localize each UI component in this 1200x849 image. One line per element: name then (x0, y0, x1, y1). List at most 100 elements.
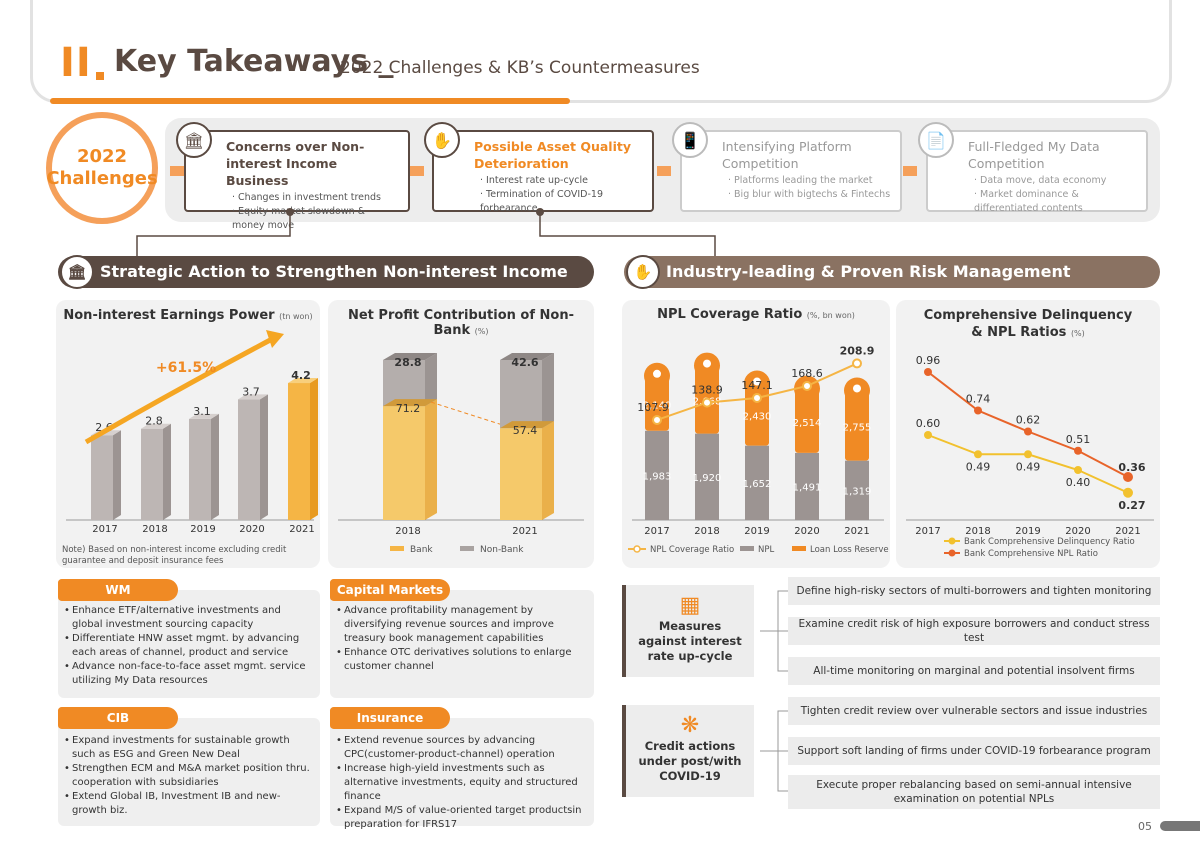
x-tick-label: 2018 (965, 526, 990, 537)
bar-side (310, 378, 318, 520)
bar-side (211, 413, 219, 520)
line-point (924, 368, 932, 376)
bar-label: 1,920 (693, 473, 722, 484)
x-tick-label: 2020 (239, 524, 264, 535)
x-tick-label: 2021 (844, 526, 869, 537)
bar-label: 1,652 (743, 479, 772, 490)
point-label: 168.6 (791, 367, 823, 380)
challenge-title: Possible Asset Quality Deterioration (474, 139, 631, 171)
challenge-connector (903, 166, 917, 176)
risk-item: Support soft landing of firms under COVI… (788, 737, 1160, 765)
line-point (1074, 446, 1082, 455)
bar-label: 2,140 (643, 400, 672, 411)
bar-label: 57.4 (513, 424, 538, 437)
insurance-box: Extend revenue sources by advancing CPC(… (330, 718, 594, 830)
header-underline (50, 98, 570, 104)
challenge-card: 🏛 Concerns over Non-interest Income Busi… (176, 122, 410, 231)
point-label: 0.96 (916, 354, 941, 367)
bar-llr (845, 392, 869, 461)
line-point (1074, 466, 1082, 474)
header-frame (30, 0, 1172, 103)
risk-item: All-time monitoring on marginal and pote… (788, 657, 1160, 685)
bar-bank (383, 406, 425, 520)
bar-side (260, 394, 268, 520)
bar-split (500, 421, 554, 429)
wm-bullet: Enhance ETF/alternative investments and … (64, 604, 312, 632)
challenges-badge: 2022 Challenges (46, 112, 158, 224)
legend-label: Non-Bank (480, 545, 524, 555)
bar-cap-dot (753, 377, 761, 386)
risk-item: Tighten credit review over vulnerable se… (788, 697, 1160, 725)
challenge-card: ✋ Possible Asset Quality Deterioration ·… (424, 122, 654, 214)
x-tick-label: 2020 (1065, 526, 1090, 537)
chart-title: Net Profit Contribution of Non-Bank (%) (347, 308, 574, 338)
cib-bullet: Extend Global IB, Investment IB and new-… (64, 790, 312, 818)
challenge-title: Concerns over Non-interest Income Busine… (226, 139, 365, 188)
x-tick-label: 2018 (142, 524, 167, 535)
chart-delinquency: 2017 2018 2019 2020 2021 0.60 0.49 0.49 0.40 0.27… (906, 354, 1154, 559)
point-label: 208.9 (840, 344, 875, 357)
legend-swatch (390, 546, 404, 551)
point-label: 0.60 (916, 417, 941, 430)
bar-bank-side (425, 399, 437, 520)
growth-arrow (84, 335, 276, 445)
wm-bullet: Differentiate HNW asset mgmt. by advanci… (64, 632, 312, 660)
bar-top (189, 413, 219, 419)
trend-line (430, 401, 501, 425)
point-label: 0.74 (966, 393, 991, 406)
measure-title: Credit actions under post/with COVID-19 (638, 739, 742, 783)
bank-icon: 🏛 (176, 122, 212, 158)
legend-label: NPL Coverage Ratio (650, 545, 734, 555)
challenge-bullet: · Market dominance & differentiated cont… (974, 189, 1083, 214)
line-point (702, 397, 712, 408)
cib-box: Expand investments for sustainable growt… (58, 718, 320, 826)
legend-label: Bank (410, 545, 433, 555)
virus-icon: ❋ (680, 713, 700, 738)
legend-swatch (633, 545, 641, 553)
cib-bullet: Strengthen ECM and M&A market position t… (64, 762, 312, 790)
bar-side (163, 423, 171, 520)
phone-hand-icon: 📱 (672, 122, 708, 158)
bar-cap-dot (703, 359, 711, 368)
point-label: 0.51 (1066, 433, 1091, 446)
point-label: 0.49 (966, 460, 991, 473)
measure-title: Measures against interest rate up-cycle (638, 619, 742, 663)
bar-label: 3.7 (242, 385, 260, 398)
bar (238, 399, 260, 520)
chart-icon: ▦ (679, 593, 701, 618)
page-tab (1160, 821, 1200, 831)
bar-nonbank-side (425, 353, 437, 407)
challenge-bullet: · Equity market slowdown & money move (232, 206, 366, 231)
flow-connectors (136, 208, 716, 256)
line-point (652, 414, 662, 425)
bar-label: 1,319 (843, 486, 872, 497)
challenge-bullet: · Platforms leading the market (728, 175, 873, 186)
bar-nonbank-side (542, 353, 554, 429)
section-title: Industry-leading & Proven Risk Managemen… (666, 262, 1071, 281)
bar (141, 428, 163, 520)
cib-bullet: Expand investments for sustainable growt… (64, 734, 312, 762)
bar-nonbank (500, 360, 542, 429)
bar-cap-dot (653, 369, 661, 378)
x-tick-label: 2019 (190, 524, 215, 535)
legend-swatch (948, 537, 956, 545)
cm-bullet: Advance profitability management by dive… (336, 604, 586, 646)
chart-note: Note) Based on non-interest income exclu… (62, 545, 287, 566)
risk-item: Examine credit risk of high exposure bor… (788, 617, 1160, 645)
bar-label: 28.8 (394, 356, 421, 369)
bar-label: 2,514 (793, 418, 822, 429)
line-point (752, 393, 762, 404)
legend-swatch (948, 549, 956, 557)
line-point (924, 431, 932, 439)
cm-bullet: Enhance OTC derivatives solutions to enl… (336, 646, 586, 674)
ins-bullet: Expand M/S of value-oriented target prod… (336, 804, 586, 832)
challenge-bullet: · Changes in investment trends (232, 192, 381, 203)
bar-npl (795, 452, 819, 520)
page-number: 05 (1138, 820, 1152, 833)
point-label: 0.49 (1016, 460, 1041, 473)
bar (189, 418, 211, 520)
page-subtitle: 2022 Challenges & KB’s Countermeasures (340, 58, 700, 78)
bar-npl (645, 430, 669, 520)
bar-nonbank (383, 360, 425, 407)
growth-arrow-head (266, 330, 284, 348)
